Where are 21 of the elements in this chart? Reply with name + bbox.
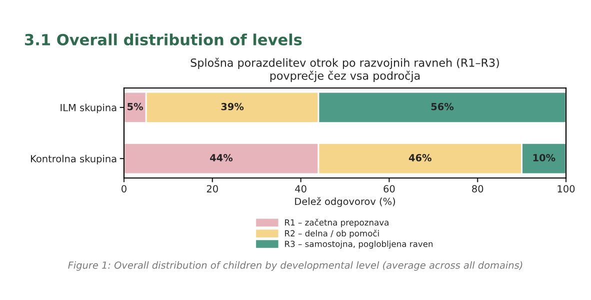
legend-label: R3 – samostojna, poglobljena raven bbox=[285, 240, 433, 249]
x-tick-label: 20 bbox=[206, 185, 218, 192]
caption: Figure 1: Overall distribution of children by developmental level (average across all domains) bbox=[68, 261, 522, 271]
data-label: 5% bbox=[128, 102, 143, 110]
x-tick-label: 60 bbox=[384, 185, 395, 192]
data-label: 46% bbox=[408, 154, 432, 162]
data-label: 10% bbox=[533, 154, 556, 162]
legend-label: R2 – delna / ob pomoči bbox=[285, 230, 379, 238]
x-axis-title: Delež odgovorov (%) bbox=[295, 197, 395, 207]
y-tick-label: Kontrolna skupina bbox=[31, 154, 116, 164]
x-tick-label: 40 bbox=[295, 185, 306, 192]
x-tick-label: 0 bbox=[122, 185, 126, 192]
y-tick-label: ILM skupina bbox=[60, 104, 116, 114]
x-tick-label: 100 bbox=[558, 185, 575, 192]
x-tick-label: 80 bbox=[472, 185, 484, 192]
data-label: 44% bbox=[210, 154, 233, 162]
data-label: 56% bbox=[431, 102, 454, 110]
legend-label: R1 – začetna prepoznava bbox=[285, 218, 388, 228]
data-label: 39% bbox=[221, 102, 244, 110]
chart-title: 3.1 Overall distribution of levels bbox=[25, 34, 302, 46]
chart-subtitle: Splošna porazdelitev otrok po razvojnih ravneh (R1–R3) povprečje čez vsa področja bbox=[190, 58, 499, 82]
